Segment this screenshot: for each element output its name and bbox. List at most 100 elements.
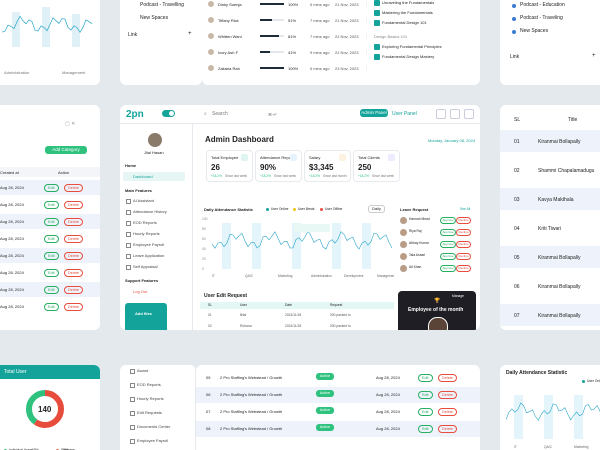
decline-button[interactable]: Decline (456, 241, 472, 248)
stat-note: Since last week (372, 174, 395, 178)
approve-button[interactable]: Approve (440, 229, 457, 236)
section-title: User Edit Request (204, 293, 248, 299)
nav-item[interactable]: Hourly Reports (133, 231, 160, 236)
approve-button[interactable]: Approve (440, 265, 457, 272)
avatar (208, 65, 214, 71)
title: Daily Attendance Statistic (506, 370, 568, 376)
decline-button[interactable]: Decline (456, 265, 472, 272)
see-all[interactable]: See All (460, 207, 471, 211)
edit-button[interactable]: Edit (44, 303, 59, 311)
user-edit-request: User Edit Request SL User Date Request 01 Bila… (200, 291, 394, 330)
search[interactable]: Search (212, 111, 228, 117)
legend-value: 60% (32, 448, 39, 450)
nav-item[interactable]: Self Appraisal (133, 264, 158, 269)
approve-button[interactable]: Approve (440, 253, 457, 260)
admin-panel-button[interactable]: Admin Panel (360, 109, 388, 117)
menu-item[interactable]: Podcast - Traveling (520, 15, 563, 21)
edit-button[interactable]: Edit (418, 374, 433, 382)
date: Aug 28, 2024 (0, 270, 24, 275)
delete-button[interactable]: Delete (64, 286, 83, 294)
manage-button[interactable]: Manage (452, 294, 464, 298)
edit-button[interactable]: Edit (44, 269, 59, 277)
header-row (0, 167, 100, 177)
bottom-left-card: Total User 140 Individual Users 60% Company 4… (0, 365, 100, 450)
column-header: SL (514, 117, 521, 123)
trophy: 🏆 (434, 298, 441, 304)
delete-button[interactable]: Delete (438, 425, 457, 433)
edit-button[interactable]: Edit (44, 218, 59, 226)
edit-button[interactable]: Edit (418, 425, 433, 433)
cell: 000 packed to (330, 313, 351, 317)
checkbox (374, 20, 380, 26)
edit-button[interactable]: Edit (44, 201, 59, 209)
title: Kiranmai Bollapally (538, 255, 581, 261)
x-tick-label: QA/C (245, 274, 254, 278)
leave-title: Leave Request (400, 207, 429, 212)
nav-item[interactable]: Employee Payroll (137, 438, 169, 443)
stat-change: +18.2% (309, 174, 320, 178)
approve-button[interactable]: Approve (440, 217, 457, 224)
check-item: Fundamental Design Mastery (382, 54, 435, 59)
menu-item[interactable]: Podcast - Education (520, 2, 565, 8)
edit-button[interactable]: Edit (418, 391, 433, 399)
row-bg (500, 304, 600, 326)
nav-icon (130, 369, 135, 374)
icon-button[interactable] (450, 109, 460, 119)
icon-button[interactable] (464, 109, 474, 119)
filter-dropdown[interactable]: Daily (368, 205, 385, 213)
decline-button[interactable]: Decline (456, 217, 472, 224)
approve-button[interactable]: Approve (440, 241, 457, 248)
edit-button[interactable]: Edit (44, 235, 59, 243)
decline-button[interactable]: Decline (456, 229, 472, 236)
nav-item[interactable]: EOD Reports (133, 220, 157, 225)
menu-item[interactable]: New Spaces (140, 15, 169, 21)
logout[interactable]: Log Out (133, 289, 148, 294)
title: Kiranmai Bollapally (538, 313, 581, 319)
delete-button[interactable]: Delete (64, 252, 83, 260)
stat-icon (339, 154, 346, 161)
delete-button[interactable]: Delete (64, 201, 83, 209)
delete-button[interactable]: Delete (438, 391, 457, 399)
avatar (400, 241, 407, 248)
menu-item[interactable]: New Spaces (520, 28, 549, 34)
top-center-card: Dinky Soenja 100% 5 mins ago 21 Nov, 2023 ⋮ T… (202, 0, 480, 85)
date: 23 Nov, 2023 (335, 66, 359, 71)
dashboard-link[interactable]: Dashboard (133, 174, 153, 179)
nav-item[interactable]: EOD Reports (137, 382, 161, 387)
delete-button[interactable]: Delete (438, 408, 457, 416)
nav-item[interactable]: Attendance History (133, 209, 167, 214)
edit-button[interactable]: Edit (44, 252, 59, 260)
top-left-card: Administration Management (0, 0, 100, 85)
nav-item[interactable]: Leave Application (133, 253, 165, 258)
name: Whitten Wani (218, 34, 242, 39)
nav-item[interactable]: Hourly Reports (137, 396, 164, 401)
icon-button[interactable] (436, 109, 446, 119)
delete-button[interactable]: Delete (64, 269, 83, 277)
delete-button[interactable]: Delete (64, 303, 83, 311)
nav-item[interactable]: Award (137, 368, 149, 373)
delete-button[interactable]: Delete (64, 184, 83, 192)
user-panel-button[interactable]: User Panel (392, 111, 417, 117)
nav-item[interactable]: AI Assistant (133, 198, 154, 203)
add-category-button[interactable]: Add Category (45, 146, 87, 154)
menu-item[interactable]: Podcast - Travelling (140, 2, 184, 8)
decline-button[interactable]: Decline (456, 253, 472, 260)
edit-button[interactable]: Edit (44, 286, 59, 294)
stat-note: Since last week (225, 174, 248, 178)
delete-button[interactable]: Delete (64, 235, 83, 243)
stat-label: Salary (309, 155, 321, 160)
delete-button[interactable]: Delete (64, 218, 83, 226)
edit-button[interactable]: Edit (44, 184, 59, 192)
nav-item[interactable]: Employee Payroll (133, 242, 165, 247)
status: Active (316, 390, 334, 397)
delete-button[interactable]: Delete (438, 374, 457, 382)
cell: 000 packed to (330, 324, 351, 328)
header-row (200, 302, 394, 309)
row-bg (500, 246, 600, 268)
emp-title: Employee of the month (408, 307, 464, 313)
promo[interactable]: Add files (135, 311, 152, 316)
toggle-knob (169, 111, 174, 116)
edit-button[interactable]: Edit (418, 408, 433, 416)
nav-item[interactable]: Edit Requests (137, 410, 162, 415)
nav-item[interactable]: Documents Center (137, 424, 171, 429)
